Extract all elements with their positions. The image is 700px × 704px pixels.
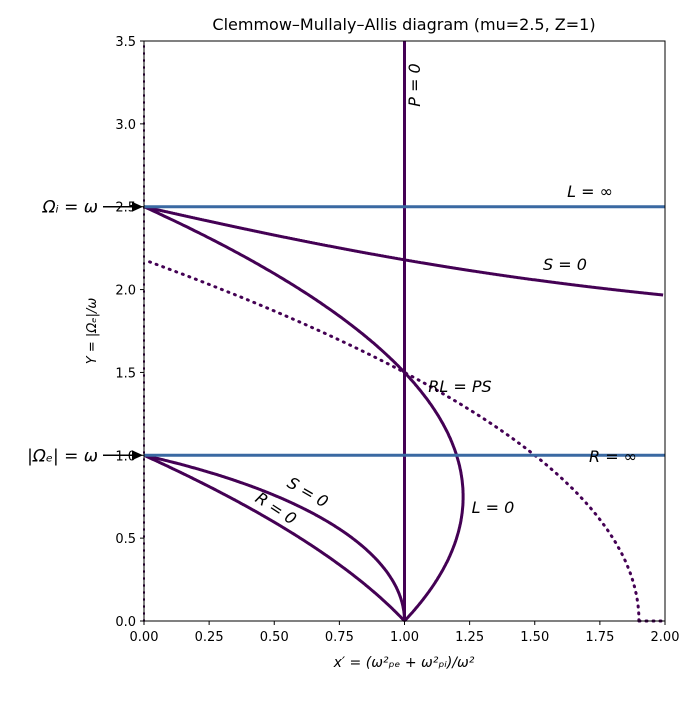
annotation-label: Ωᵢ = ω — [42, 198, 98, 218]
arrow-head-icon — [132, 201, 143, 212]
x-tick-label: 1.00 — [390, 630, 419, 645]
r-infinity-label: R = ∞ — [589, 447, 637, 466]
x-axis-label: x′ = (ω²ₚₑ + ω²ₚᵢ)/ω² — [333, 655, 475, 671]
x-axis: 0.00 0.25 0.50 0.75 1.00 1.25 1.50 1.75 2.00 — [130, 621, 680, 645]
rl-ps-curve — [142, 258, 641, 623]
x-tick-label: 1.25 — [455, 630, 484, 645]
x-tick-label: 0.00 — [130, 630, 159, 645]
arrow-head-icon — [132, 450, 143, 461]
y-tick-label: 3.5 — [115, 35, 136, 50]
s-zero-curve-upper — [143, 205, 664, 297]
rl-ps-label: RL = PS — [428, 377, 491, 396]
y-tick-label: 1.5 — [115, 366, 136, 381]
x-tick-label: 0.50 — [260, 630, 289, 645]
y-tick-label: 1.0 — [115, 449, 136, 464]
annotation-label: |Ωₑ| = ω — [27, 446, 98, 466]
s-zero-label-upper: S = 0 — [543, 255, 587, 274]
y-tick-label: 0.0 — [115, 615, 136, 630]
x-tick-label: 2.00 — [651, 630, 680, 645]
y-axis: 0.0 0.5 1.0 1.5 2.0 2.5 3.0 3.5 — [115, 35, 144, 630]
x-tick-label: 0.75 — [325, 630, 354, 645]
p-zero-label: P = 0 — [405, 63, 424, 106]
x-tick-label: 1.75 — [585, 630, 614, 645]
x-tick-label: 1.50 — [520, 630, 549, 645]
l-zero-label: L = 0 — [472, 498, 515, 517]
y-tick-label: 2.5 — [115, 201, 136, 216]
annotations: Ωᵢ = ω |Ωₑ| = ω — [27, 198, 143, 466]
r-zero-curve — [143, 453, 406, 622]
l-zero-curve — [143, 205, 465, 623]
y-axis-label: Y = |Ωₑ|/ω — [85, 298, 100, 365]
y-tick-label: 2.0 — [115, 284, 136, 299]
y-tick-label: 0.5 — [115, 532, 136, 547]
s-zero-curve-lower — [143, 453, 406, 621]
x-tick-label: 0.25 — [195, 630, 224, 645]
y-tick-label: 3.0 — [115, 118, 136, 133]
plot-area — [142, 40, 667, 623]
s-zero-label-lower: S = 0 — [284, 473, 332, 511]
chart-title: Clemmow–Mullaly–Allis diagram (mu=2.5, Z… — [212, 15, 595, 34]
l-infinity-label: L = ∞ — [567, 182, 613, 201]
